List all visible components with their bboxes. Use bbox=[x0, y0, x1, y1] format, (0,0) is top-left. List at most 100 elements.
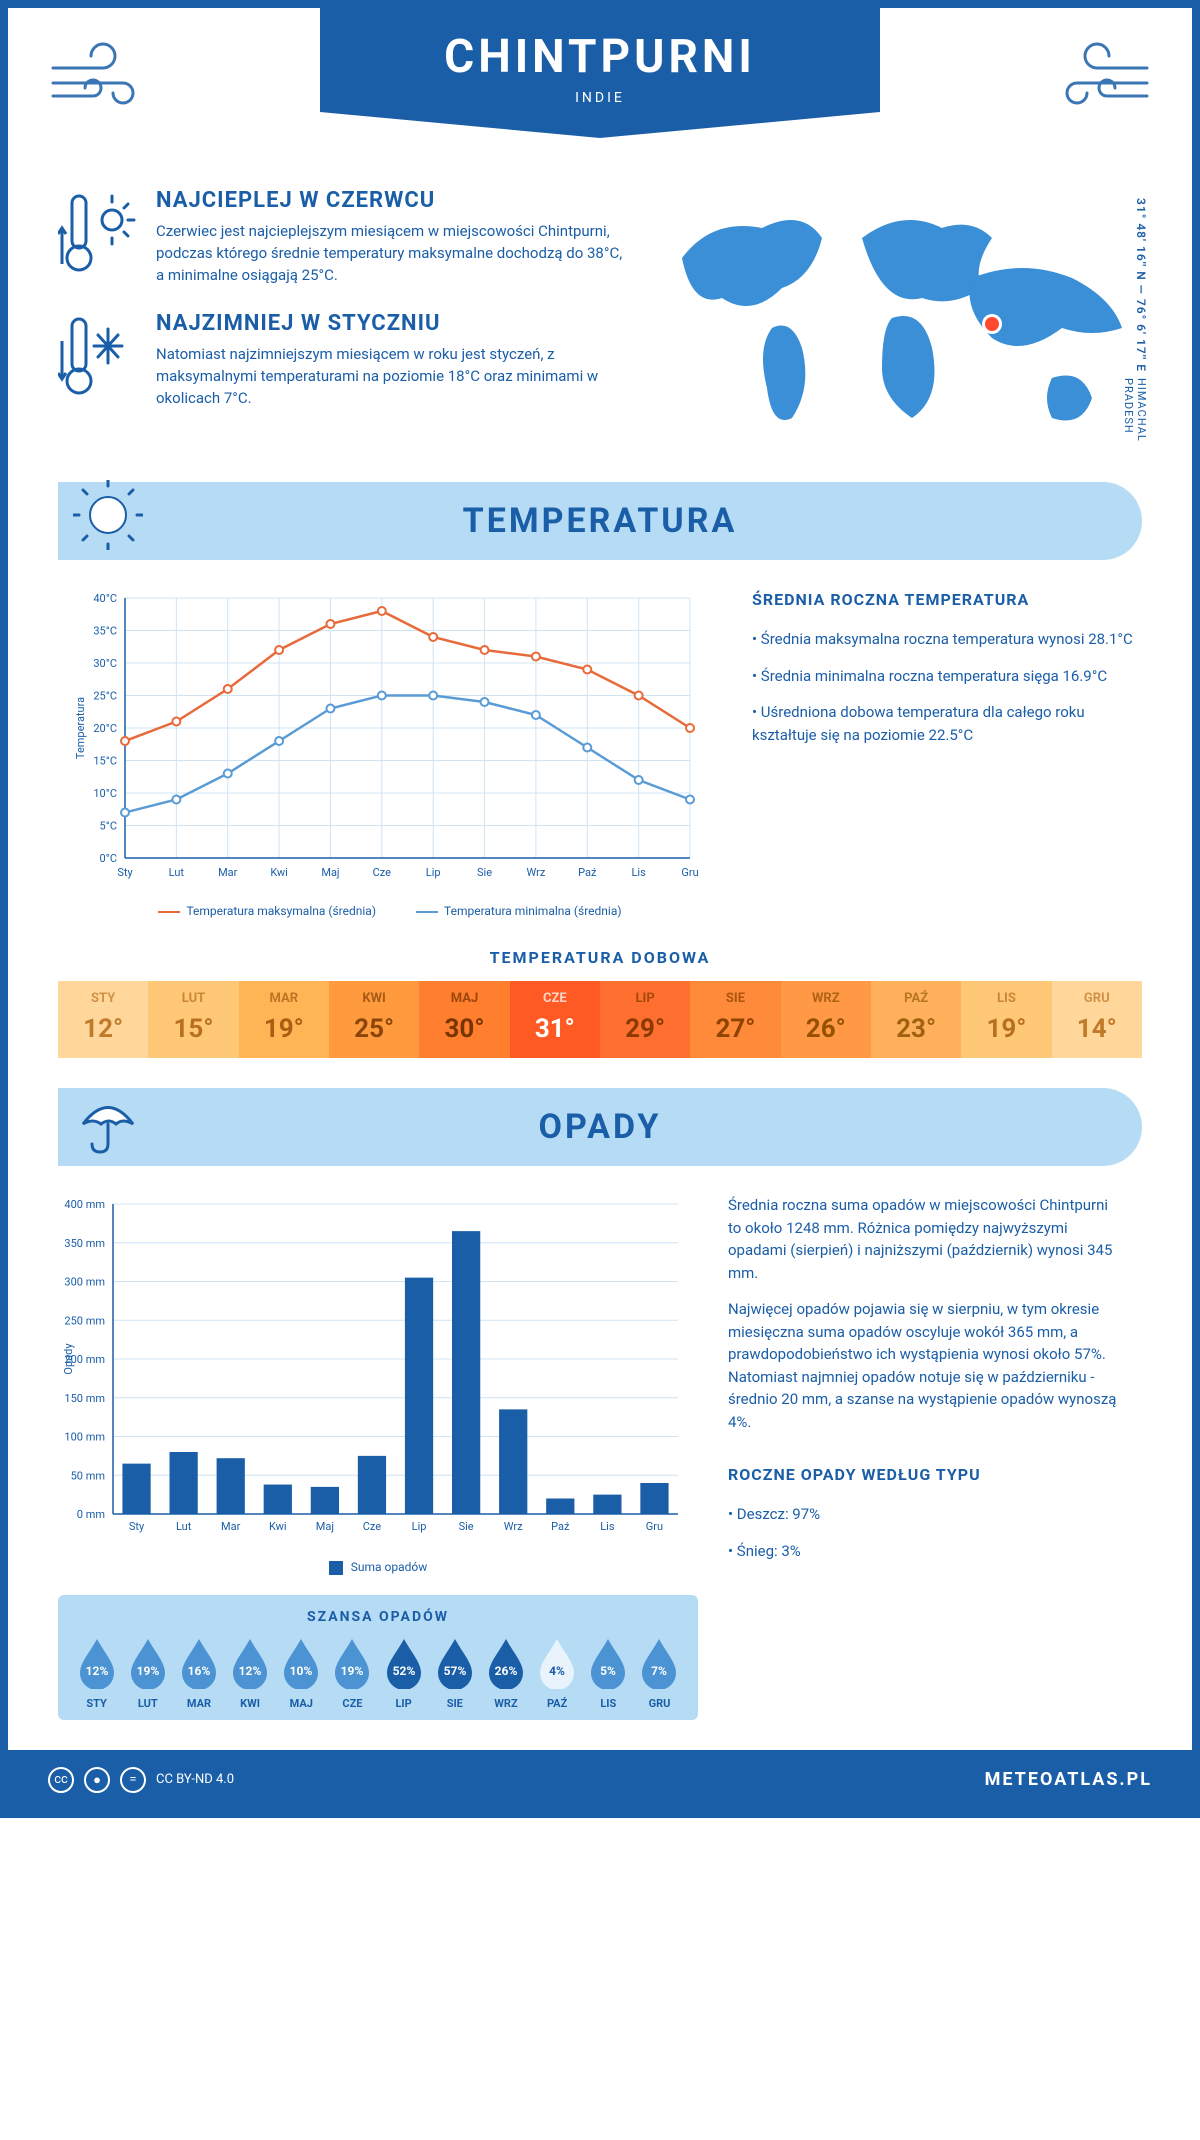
daily-temp-cell: PAŹ23° bbox=[871, 981, 961, 1058]
rain-chance-box: SZANSA OPADÓW 12%STY19%LUT16%MAR12%KWI10… bbox=[58, 1595, 698, 1720]
svg-text:16%: 16% bbox=[188, 1664, 211, 1678]
rain-drop: 19%LUT bbox=[125, 1637, 170, 1710]
annual-temp-p2: • Średnia minimalna roczna temperatura s… bbox=[752, 665, 1142, 688]
svg-text:7%: 7% bbox=[652, 1664, 668, 1678]
coldest-block: NAJZIMNIEJ W STYCZNIU Natomiast najzimni… bbox=[58, 311, 632, 410]
daily-temp-cell: SIE27° bbox=[690, 981, 780, 1058]
svg-text:12%: 12% bbox=[239, 1664, 262, 1678]
svg-text:Gru: Gru bbox=[681, 866, 698, 879]
svg-text:12%: 12% bbox=[85, 1664, 108, 1678]
page: CHINTPURNI INDIE NAJCIEPLEJ W CZERWCU Cz… bbox=[0, 0, 1200, 1818]
header: CHINTPURNI INDIE bbox=[8, 8, 1192, 178]
rain-drop: 5%LIS bbox=[586, 1637, 631, 1710]
thermometer-cold-icon bbox=[58, 311, 136, 410]
rain-drop: 57%SIE bbox=[432, 1637, 477, 1710]
coldest-text: Natomiast najzimniejszym miesiącem w rok… bbox=[156, 344, 632, 409]
daily-temp-cell: STY12° bbox=[58, 981, 148, 1058]
temp-chart-legend: Temperatura maksymalna (średnia) Tempera… bbox=[58, 904, 722, 918]
temperature-section: TEMPERATURA 0°C5°C10°C15°C20°C25°C30°C35… bbox=[58, 482, 1142, 1058]
svg-text:0 mm: 0 mm bbox=[77, 1508, 105, 1521]
svg-text:15°C: 15°C bbox=[93, 755, 117, 768]
coldest-title: NAJZIMNIEJ W STYCZNIU bbox=[156, 311, 632, 336]
svg-text:Kwi: Kwi bbox=[269, 1520, 287, 1533]
svg-text:350 mm: 350 mm bbox=[64, 1237, 105, 1250]
precip-p2: Najwięcej opadów pojawia się w sierpniu,… bbox=[728, 1298, 1118, 1433]
svg-text:5°C: 5°C bbox=[100, 820, 117, 833]
precip-side-text: Średnia roczna suma opadów w miejscowośc… bbox=[728, 1194, 1118, 1720]
svg-text:57%: 57% bbox=[443, 1664, 466, 1678]
legend-min: Temperatura minimalna (średnia) bbox=[416, 904, 622, 918]
coordinates: 31° 48' 16'' N — 76° 6' 17'' E bbox=[1134, 198, 1148, 372]
svg-text:Wrz: Wrz bbox=[504, 1520, 523, 1533]
rain-chance-title: SZANSA OPADÓW bbox=[74, 1609, 682, 1625]
wind-icon bbox=[1042, 38, 1152, 133]
annual-temp-p1: • Średnia maksymalna roczna temperatura … bbox=[752, 628, 1142, 651]
warmest-text: Czerwiec jest najcieplejszym miesiącem w… bbox=[156, 221, 632, 286]
svg-text:Lut: Lut bbox=[176, 1520, 192, 1533]
sun-icon bbox=[58, 480, 158, 562]
svg-text:30°C: 30°C bbox=[93, 657, 117, 670]
svg-text:5%: 5% bbox=[600, 1664, 616, 1678]
svg-text:250 mm: 250 mm bbox=[64, 1314, 105, 1327]
country-subtitle: INDIE bbox=[320, 90, 880, 106]
intro-section: NAJCIEPLEJ W CZERWCU Czerwiec jest najci… bbox=[8, 178, 1192, 482]
rain-drop: 10%MAJ bbox=[279, 1637, 324, 1710]
svg-text:Sie: Sie bbox=[477, 866, 492, 879]
rain-drop: 16%MAR bbox=[176, 1637, 221, 1710]
svg-text:300 mm: 300 mm bbox=[64, 1276, 105, 1289]
svg-text:Paź: Paź bbox=[551, 1520, 570, 1533]
svg-text:Lis: Lis bbox=[631, 866, 646, 879]
svg-text:26%: 26% bbox=[495, 1664, 518, 1678]
svg-text:52%: 52% bbox=[392, 1664, 415, 1678]
license: cc ● = CC BY-ND 4.0 bbox=[48, 1767, 234, 1793]
warmest-block: NAJCIEPLEJ W CZERWCU Czerwiec jest najci… bbox=[58, 188, 632, 287]
cc-icon: cc bbox=[48, 1767, 74, 1793]
city-title: CHINTPURNI bbox=[320, 30, 880, 84]
svg-text:400 mm: 400 mm bbox=[64, 1198, 105, 1211]
daily-temp-cell: MAJ30° bbox=[419, 981, 509, 1058]
region-label: HIMACHAL PRADESH bbox=[1122, 378, 1148, 452]
svg-text:Mar: Mar bbox=[221, 1520, 241, 1533]
daily-temp-cell: GRU14° bbox=[1052, 981, 1142, 1058]
svg-text:Lip: Lip bbox=[426, 866, 441, 879]
rain-drop: 7%GRU bbox=[637, 1637, 682, 1710]
nd-icon: = bbox=[120, 1767, 146, 1793]
annual-temp-p3: • Uśredniona dobowa temperatura dla całe… bbox=[752, 701, 1142, 746]
svg-text:Opady: Opady bbox=[62, 1343, 75, 1375]
svg-text:10%: 10% bbox=[290, 1664, 313, 1678]
daily-temp-cell: KWI25° bbox=[329, 981, 419, 1058]
title-banner: CHINTPURNI INDIE bbox=[320, 8, 880, 138]
daily-temp-cell: WRZ26° bbox=[781, 981, 871, 1058]
bar-chart-legend: Suma opadów bbox=[58, 1560, 698, 1575]
daily-temp-cell: CZE31° bbox=[510, 981, 600, 1058]
svg-text:Cze: Cze bbox=[373, 866, 392, 879]
svg-text:Lut: Lut bbox=[169, 866, 185, 879]
precip-type-snow: • Śnieg: 3% bbox=[728, 1540, 1118, 1563]
svg-text:150 mm: 150 mm bbox=[64, 1392, 105, 1405]
svg-text:Temperatura: Temperatura bbox=[74, 697, 87, 759]
precipitation-bar-chart: 0 mm50 mm100 mm150 mm200 mm250 mm300 mm3… bbox=[58, 1194, 698, 1554]
temperature-line-chart: 0°C5°C10°C15°C20°C25°C30°C35°C40°CStyLut… bbox=[58, 588, 722, 898]
annual-temp-text: ŚREDNIA ROCZNA TEMPERATURA • Średnia mak… bbox=[752, 588, 1142, 918]
daily-temp-cell: LUT15° bbox=[148, 981, 238, 1058]
thermometer-hot-icon bbox=[58, 188, 136, 287]
svg-text:40°C: 40°C bbox=[93, 592, 117, 605]
svg-text:Lip: Lip bbox=[412, 1520, 427, 1533]
precip-type-rain: • Deszcz: 97% bbox=[728, 1503, 1118, 1526]
svg-text:20°C: 20°C bbox=[93, 722, 117, 735]
rain-drop: 12%STY bbox=[74, 1637, 119, 1710]
annual-temp-title: ŚREDNIA ROCZNA TEMPERATURA bbox=[752, 588, 1142, 612]
rain-drop: 19%CZE bbox=[330, 1637, 375, 1710]
svg-text:Sty: Sty bbox=[129, 1520, 145, 1533]
daily-temp-cell: MAR19° bbox=[239, 981, 329, 1058]
precip-type-title: ROCZNE OPADY WEDŁUG TYPU bbox=[728, 1463, 1118, 1487]
precipitation-section: OPADY 0 mm50 mm100 mm150 mm200 mm250 mm3… bbox=[58, 1088, 1142, 1720]
svg-text:Mar: Mar bbox=[218, 866, 238, 879]
svg-text:Wrz: Wrz bbox=[526, 866, 545, 879]
svg-text:19%: 19% bbox=[341, 1664, 364, 1678]
by-icon: ● bbox=[84, 1767, 110, 1793]
section-title: OPADY bbox=[539, 1107, 662, 1147]
svg-text:Gru: Gru bbox=[646, 1520, 663, 1533]
daily-temp-cell: LIS19° bbox=[961, 981, 1051, 1058]
rain-drop: 4%PAŹ bbox=[535, 1637, 580, 1710]
